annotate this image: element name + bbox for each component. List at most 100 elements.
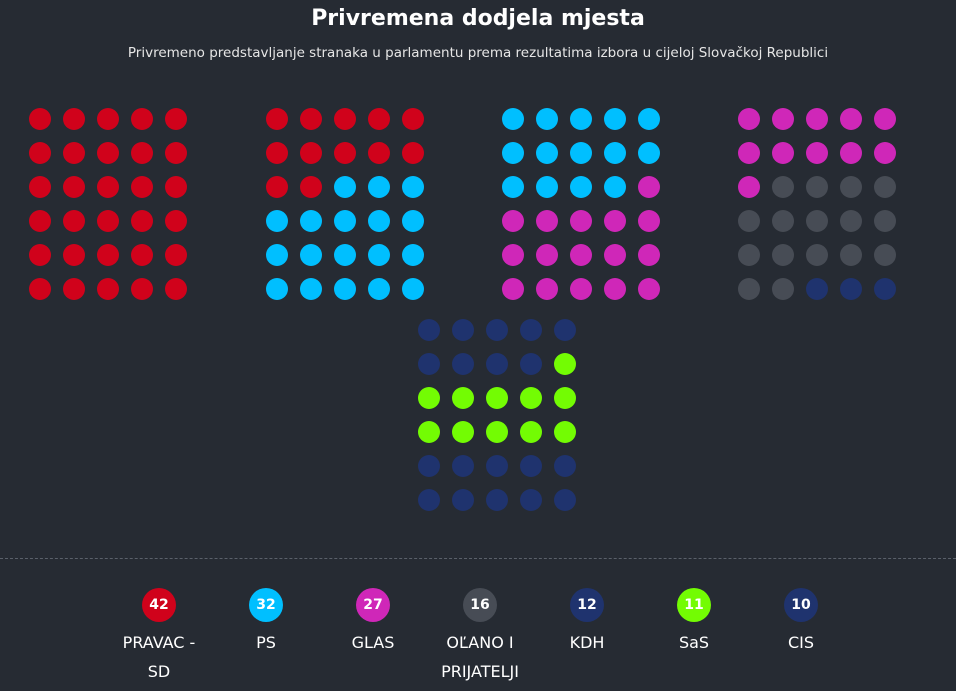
seat-dot — [874, 176, 896, 198]
seat-dot — [266, 108, 288, 130]
seat-dot — [63, 176, 85, 198]
seat-dot — [840, 108, 862, 130]
seat-dot — [604, 108, 626, 130]
chart-subtitle: Privremeno predstavljanje stranaka u par… — [127, 45, 829, 61]
seat-dot — [604, 278, 626, 300]
seat-dot — [874, 210, 896, 232]
seat-dot — [840, 142, 862, 164]
seat-dot — [840, 176, 862, 198]
seat-dot — [520, 319, 542, 341]
seat-dot — [554, 489, 576, 511]
seat-dot — [486, 387, 508, 409]
seat-dot — [334, 176, 356, 198]
legend-item: 27 GLAS — [323, 588, 423, 657]
seat-dot — [418, 387, 440, 409]
seat-dot — [570, 142, 592, 164]
seat-dot — [604, 176, 626, 198]
seat-dot — [874, 244, 896, 266]
seat-dot — [840, 210, 862, 232]
seat-dot — [738, 278, 760, 300]
seat-dot — [334, 278, 356, 300]
legend-item: 42 PRAVAC - SD — [109, 588, 209, 686]
seat-dot — [334, 142, 356, 164]
seat-dot — [300, 244, 322, 266]
legend-party-label: GLAS — [351, 633, 395, 652]
seat-dot — [570, 210, 592, 232]
seat-dot — [165, 176, 187, 198]
seat-dot — [300, 210, 322, 232]
seat-dot — [131, 108, 153, 130]
seat-dot — [300, 278, 322, 300]
seat-dot — [536, 108, 558, 130]
seat-waffle-chart — [29, 108, 896, 511]
seat-dot — [368, 244, 390, 266]
seat-dot — [554, 353, 576, 375]
seat-dot — [266, 210, 288, 232]
seat-dot — [334, 108, 356, 130]
legend-seat-count: 11 — [677, 588, 711, 622]
chart-title: Privremena dodjela mjesta — [311, 6, 645, 31]
seat-dot — [638, 244, 660, 266]
seat-dot — [165, 244, 187, 266]
seat-dot — [418, 489, 440, 511]
seat-dot — [840, 244, 862, 266]
seat-dot — [452, 421, 474, 443]
seat-dot — [418, 319, 440, 341]
seat-dot — [452, 319, 474, 341]
legend-seat-count: 10 — [784, 588, 818, 622]
seat-dot — [806, 210, 828, 232]
seat-dot — [772, 176, 794, 198]
seat-dot — [165, 278, 187, 300]
seat-dot — [131, 176, 153, 198]
seat-dot — [165, 142, 187, 164]
seat-dot — [536, 244, 558, 266]
legend-item: 11 SaS — [644, 588, 744, 657]
seat-dot — [402, 210, 424, 232]
seat-dot — [63, 108, 85, 130]
seat-dot — [97, 108, 119, 130]
seat-dot — [520, 387, 542, 409]
seat-dot — [97, 278, 119, 300]
seat-dot — [806, 278, 828, 300]
seat-dot — [604, 142, 626, 164]
seat-dot — [131, 244, 153, 266]
seat-dot — [536, 210, 558, 232]
seat-dot — [452, 353, 474, 375]
seat-dot — [368, 142, 390, 164]
seat-dot — [418, 421, 440, 443]
legend-seat-count: 27 — [356, 588, 390, 622]
seat-dot — [402, 176, 424, 198]
seat-dot — [63, 278, 85, 300]
seat-dot — [29, 210, 51, 232]
seat-dot — [520, 353, 542, 375]
legend-item: 16 OĽANO I PRIJATELJI — [430, 588, 530, 686]
seat-dot — [29, 244, 51, 266]
seat-dot — [266, 278, 288, 300]
seat-dot — [536, 176, 558, 198]
seat-dot — [486, 455, 508, 477]
seat-dot — [554, 455, 576, 477]
legend-seat-count: 32 — [249, 588, 283, 622]
seat-dot — [368, 176, 390, 198]
seat-dot — [266, 176, 288, 198]
seat-dot — [334, 244, 356, 266]
legend-party-label: PS — [256, 633, 276, 652]
seat-dot — [63, 210, 85, 232]
seat-dot — [402, 244, 424, 266]
seat-dot — [638, 108, 660, 130]
legend-party-label: SaS — [678, 633, 710, 652]
seat-dot — [97, 244, 119, 266]
seat-dot — [300, 142, 322, 164]
seat-dot — [29, 278, 51, 300]
legend-seat-count: 42 — [142, 588, 176, 622]
seat-dot — [63, 142, 85, 164]
divider — [0, 558, 956, 559]
seat-dot — [29, 142, 51, 164]
legend-party-label: KDH — [569, 633, 605, 652]
seat-dot — [874, 278, 896, 300]
seat-dot — [502, 244, 524, 266]
seat-dot — [418, 353, 440, 375]
seat-dot — [402, 278, 424, 300]
seat-dot — [502, 210, 524, 232]
seat-dot — [638, 210, 660, 232]
